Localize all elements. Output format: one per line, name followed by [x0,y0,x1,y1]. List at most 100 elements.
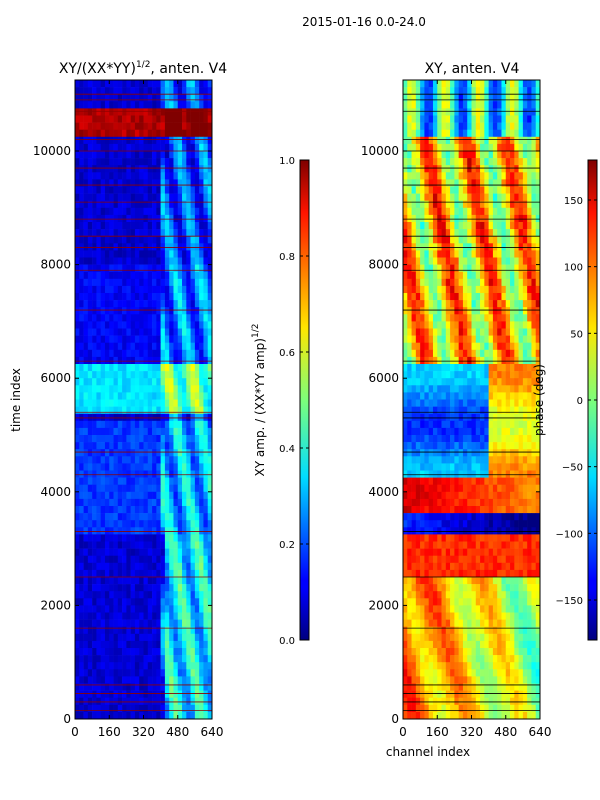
heat2-cell [527,349,532,358]
heat2-cell [467,158,472,166]
heat1-cell [186,577,191,585]
heat2-cell [484,151,489,159]
heat2-cell [535,129,541,138]
heat2-cell [445,300,451,308]
heat1-cell [152,619,157,627]
heat1-cell [83,300,89,308]
heat1-cell [117,513,123,521]
heat1-cell [203,335,209,343]
heat1-cell [104,115,110,123]
heat1-cell [96,548,101,556]
heat2-cell [437,264,442,272]
heat1-cell [177,413,183,422]
heat2-cell [445,342,451,351]
heat2-cell [484,129,489,138]
heat1-cell [134,356,140,365]
heat1-cell [199,293,204,301]
heat2-cell [471,328,477,336]
heat1-cell [203,293,209,301]
heat2-cell [462,427,468,436]
heat2-cell [522,456,528,464]
heat2-cell [462,399,468,407]
heat1-cell [109,356,114,365]
heat1-cell [199,534,204,542]
heat2-cell [510,406,515,414]
heat1-cell [143,513,149,521]
heat1-cell [134,349,140,358]
heat1-cell [156,342,161,351]
heat1-cell [75,271,80,280]
heat1-cell [87,94,93,102]
heat1-cell [139,250,144,258]
heat2-cell [428,406,434,414]
heat1-cell [109,158,114,166]
heat1-cell [79,200,84,209]
heat2-cell [480,300,485,308]
heat2-cell [475,392,481,400]
heat2-cell [467,264,472,272]
heat2-cell [407,470,412,478]
heat1-cell [139,151,144,159]
heat2-cell [437,165,442,173]
heat2-cell [492,506,498,514]
heat2-cell [492,108,498,116]
heat1-cell [122,385,127,393]
heat1-cell [182,527,187,535]
heat2-cell [403,115,408,123]
heat2-cell [501,115,507,123]
heat1-cell [96,143,101,152]
heat2-cell [428,456,434,464]
heat2-cell [510,349,515,358]
heat1-cell [173,129,179,138]
heat1-cell [190,193,196,201]
heat1-cell [190,619,196,627]
heat1-cell [100,293,106,301]
heat1-cell [104,669,110,677]
heat2-cell [501,87,507,95]
heat1-cell [79,385,84,393]
heat2-cell [535,314,541,322]
heat1-cell [79,307,84,315]
heat2-cell [454,108,459,116]
heat1-cell [199,520,204,528]
heat1-cell [152,94,157,102]
heat1-cell [199,704,204,713]
heat1-cell [100,662,106,670]
heat2-cell [492,87,498,95]
heat1-cell [156,598,161,606]
heat1-cell [169,683,174,691]
heat1-cell [87,207,93,216]
heat1-cell [92,598,97,606]
heat2-cell [420,101,425,109]
heat2-cell [531,143,537,152]
heat1-cell [96,300,101,308]
heat1-cell [113,349,119,358]
heat2-cell [510,449,515,457]
heat1-cell [117,214,123,223]
heat2-cell [531,94,537,102]
heat1-cell [92,584,97,592]
heat2-cell [432,527,438,535]
heat1-cell [100,605,106,613]
heat1-cell [152,577,157,585]
heat1-cell [87,314,93,322]
heat2-cell [424,108,429,116]
heat1-cell [130,612,136,620]
heat2-cell [428,214,434,223]
heat2-cell [480,392,485,400]
heat2-cell [518,243,524,251]
heat1-cell [194,236,200,244]
heat1-cell [190,470,196,478]
heat2-cell [531,229,537,237]
heat1-cell [113,165,119,173]
heat1-cell [83,151,89,159]
heat1-cell [152,158,157,166]
heat2-cell [492,158,498,166]
heat1-cell [117,307,123,315]
heat2-cell [437,271,442,280]
heat1-cell [160,605,166,613]
heat1-cell [190,207,196,216]
heat1-cell [177,392,183,400]
heat1-cell [79,612,84,620]
heat1-cell [75,612,80,620]
